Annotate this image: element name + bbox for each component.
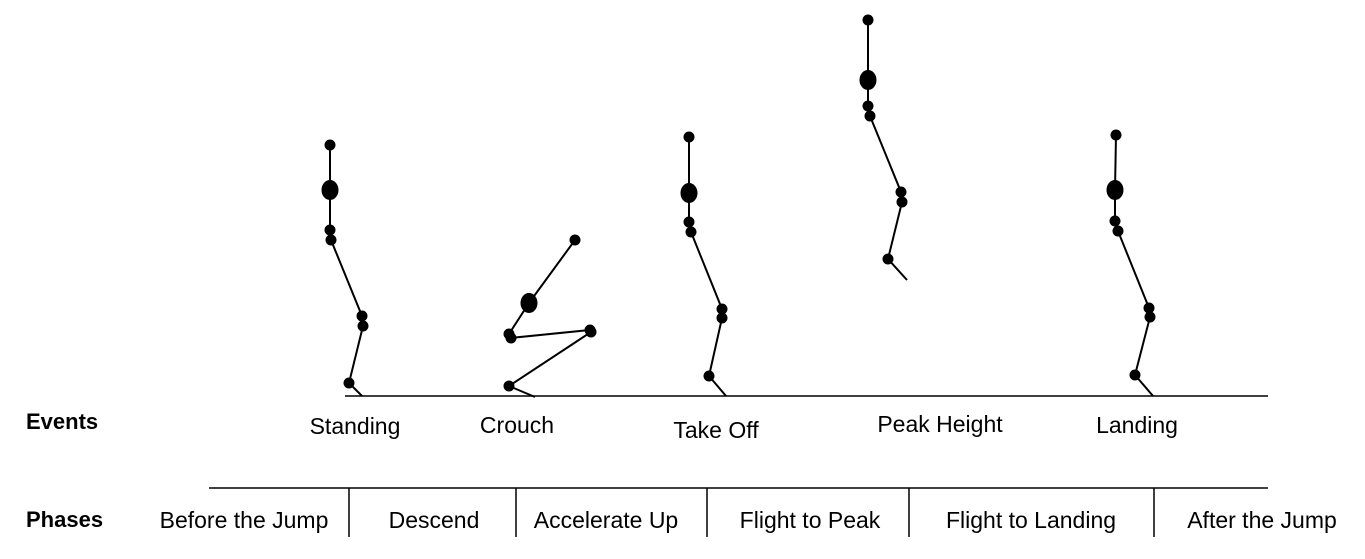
take-off-figure <box>680 131 728 397</box>
crouch-figure <box>503 234 597 398</box>
phase-label-flight-to-landing: Flight to Landing <box>945 507 1117 533</box>
event-label-landing: Landing <box>1096 412 1178 438</box>
landing-figure <box>1106 129 1156 397</box>
phase-label-descend: Descend <box>388 507 480 533</box>
phase-label-before-the-jump: Before the Jump <box>159 507 329 533</box>
event-label-crouch: Crouch <box>479 412 555 438</box>
event-label-take-off: Take Off <box>673 417 759 443</box>
events-row-label: Events <box>26 409 99 434</box>
phases-row-label: Phases <box>26 507 104 532</box>
standing-figure <box>321 139 369 397</box>
event-label-peak-height: Peak Height <box>877 411 1003 437</box>
phase-label-flight-to-peak: Flight to Peak <box>739 507 881 533</box>
peak-height-figure <box>859 14 908 281</box>
phase-label-accelerate-up: Accelerate Up <box>533 507 679 533</box>
phase-label-after-the-jump: After the Jump <box>1187 507 1337 533</box>
event-label-standing: Standing <box>309 413 401 439</box>
